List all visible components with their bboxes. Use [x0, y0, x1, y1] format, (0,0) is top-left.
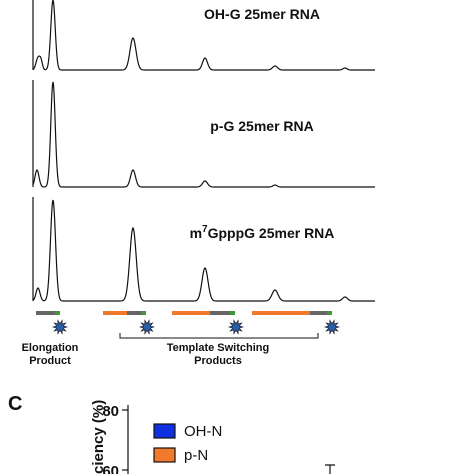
- fluorophore: [51, 319, 69, 335]
- panel-label: C: [8, 393, 22, 415]
- product-schematics: [36, 311, 332, 315]
- label-superscript: 7: [202, 224, 208, 235]
- switching-label: Products: [194, 355, 242, 367]
- y-tick-label: 60: [102, 463, 119, 474]
- elongation-label: Elongation: [22, 342, 79, 354]
- label-part: GpppG 25mer RNA: [208, 225, 335, 241]
- trace: [32, 199, 375, 302]
- trace-label: OH-G 25mer RNA: [204, 6, 320, 22]
- elongation-label: Product: [29, 355, 71, 367]
- fluorophores: [51, 319, 341, 335]
- bracket: [119, 333, 319, 339]
- legend-swatch: [153, 423, 176, 439]
- error-bar: [325, 464, 335, 474]
- trace-label: m7GpppG 25mer RNA: [190, 224, 335, 241]
- legend-label: p-N: [184, 447, 208, 464]
- y-axis-label: ciency (%): [90, 400, 107, 474]
- fluorophore: [227, 319, 245, 335]
- switching-label: Template Switching: [167, 342, 269, 354]
- trace: [32, 0, 375, 71]
- trace: [32, 81, 375, 188]
- y-tick-label: 80: [102, 403, 119, 420]
- label-part: m: [190, 225, 202, 241]
- trace-label: p-G 25mer RNA: [210, 118, 313, 134]
- traces: [32, 0, 375, 302]
- fluorophore: [138, 319, 156, 335]
- legend-swatch: [153, 447, 176, 463]
- fluorophore: [323, 319, 341, 335]
- legend-label: OH-N: [184, 423, 222, 440]
